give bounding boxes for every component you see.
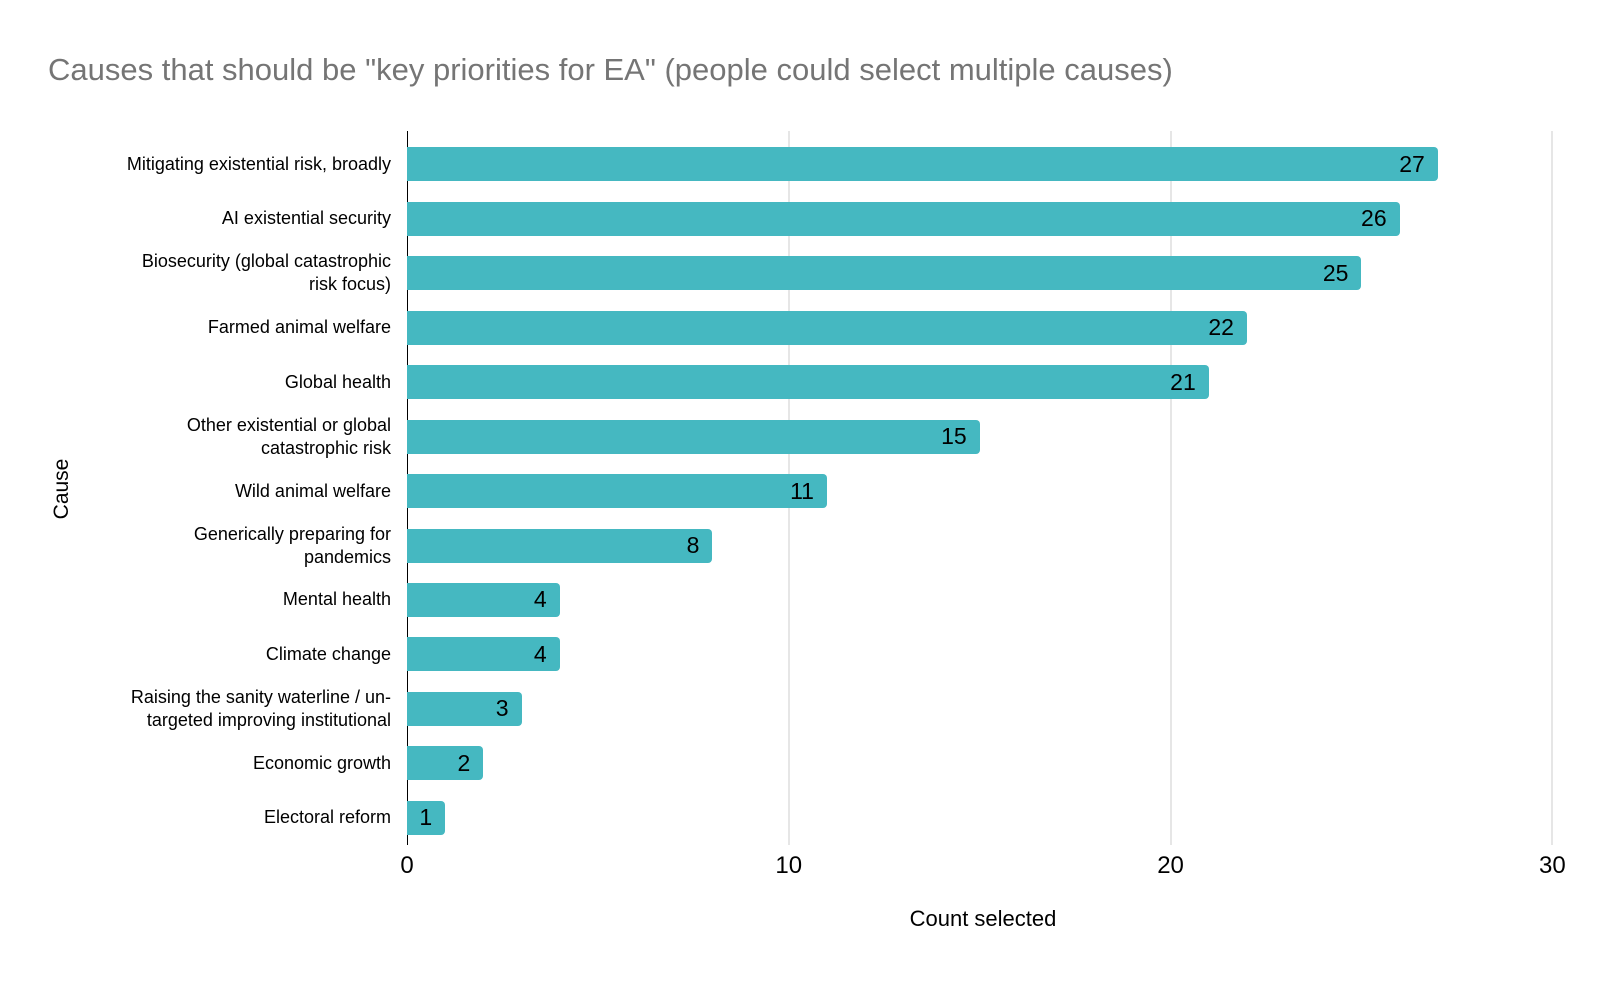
bar-row: 25 [407, 246, 1560, 300]
bar-value-label: 11 [790, 477, 814, 504]
bar-value-label: 21 [1170, 368, 1196, 395]
category-label-line: Global health [284, 371, 391, 392]
bar-row: 8 [407, 518, 1560, 572]
bar-row: 4 [407, 573, 1560, 627]
category-label: Economic growth [0, 736, 391, 790]
bar-value-label: 4 [533, 640, 547, 667]
category-label-line: catastrophic risk [260, 437, 391, 458]
category-label: Climate change [0, 627, 391, 681]
category-label-line: targeted improving institutional [146, 709, 391, 730]
bar: 8 [407, 528, 713, 563]
bar-row: 21 [407, 355, 1560, 409]
category-label-line: Economic growth [252, 752, 391, 773]
category-label-line: Electoral reform [263, 807, 391, 828]
category-label-line: Biosecurity (global catastrophic [141, 251, 391, 272]
category-label: Generically preparing for pandemics [0, 518, 391, 572]
category-label: Electoral reform [0, 791, 391, 845]
bar-row: 15 [407, 409, 1560, 463]
bar: 1 [407, 800, 446, 835]
bar-row: 2 [407, 736, 1560, 790]
bar-row: 4 [407, 627, 1560, 681]
gridline-x-30 [1551, 131, 1553, 845]
bar-value-label: 27 [1399, 150, 1425, 177]
x-tick-label-20: 20 [1157, 852, 1184, 879]
bar-value-label: 1 [419, 804, 433, 831]
bar-row: 11 [407, 464, 1560, 518]
category-label: Other existential or global catastrophic … [0, 409, 391, 463]
bar-row: 26 [407, 191, 1560, 245]
bar-value-label: 26 [1361, 205, 1387, 232]
gridline-x-20 [1170, 131, 1172, 845]
category-label-line: Raising the sanity waterline / un- [130, 686, 391, 707]
category-label: AI existential security [0, 191, 391, 245]
category-label: Biosecurity (global catastrophic risk foc… [0, 246, 391, 300]
plot-area: 27 26 25 22 21 15 11 8 4 4 3 2 1 [407, 131, 1560, 845]
category-label-line: Other existential or global [186, 414, 391, 435]
category-label: Mental health [0, 573, 391, 627]
bar-row: 3 [407, 682, 1560, 736]
bar: 21 [407, 365, 1209, 400]
category-label: Raising the sanity waterline / un-target… [0, 682, 391, 736]
bar-row: 22 [407, 300, 1560, 354]
x-axis-title: Count selected [909, 906, 1057, 931]
category-label: Farmed animal welfare [0, 300, 391, 354]
category-label-line: AI existential security [221, 208, 391, 229]
category-label: Global health [0, 355, 391, 409]
bar-value-label: 8 [686, 532, 700, 559]
category-label-line: Mitigating existential risk, broadly [126, 153, 391, 174]
bar-value-label: 22 [1208, 314, 1234, 341]
x-axis-ticks: 0 10 20 30 [0, 852, 1600, 882]
bar-row: 27 [407, 137, 1560, 191]
x-tick-label-0: 0 [400, 852, 414, 879]
bar: 4 [407, 637, 560, 672]
bar: 2 [407, 746, 484, 781]
bar: 25 [407, 256, 1362, 291]
bar-row: 1 [407, 791, 1560, 845]
bar: 27 [407, 147, 1438, 182]
category-label: Wild animal welfare [0, 464, 391, 518]
category-label-line: risk focus) [308, 274, 391, 295]
category-labels-column: Mitigating existential risk, broadly AI e… [0, 137, 391, 845]
category-label-line: Generically preparing for [193, 523, 391, 544]
category-label-line: Mental health [282, 589, 391, 610]
x-tick-label-30: 30 [1539, 852, 1566, 879]
bar-value-label: 2 [457, 749, 471, 776]
category-label-line: Climate change [265, 643, 391, 664]
bar-value-label: 25 [1322, 259, 1349, 286]
bar: 11 [407, 474, 827, 509]
bar: 26 [407, 201, 1400, 236]
bar: 4 [407, 582, 560, 617]
chart-title: Causes that should be "key priorities fo… [48, 52, 1173, 87]
category-label-line: Farmed animal welfare [207, 317, 391, 338]
bar: 3 [407, 691, 522, 726]
bar: 15 [407, 419, 980, 454]
category-label-line: pandemics [303, 546, 391, 567]
bar-value-label: 3 [495, 695, 509, 722]
bar-value-label: 4 [533, 586, 547, 613]
bar-rows: 27 26 25 22 21 15 11 8 4 4 3 2 1 [407, 137, 1560, 845]
bar-value-label: 15 [941, 423, 967, 450]
category-label-line: Wild animal welfare [234, 480, 391, 501]
category-label: Mitigating existential risk, broadly [0, 137, 391, 191]
bar: 22 [407, 310, 1247, 345]
x-tick-label-10: 10 [775, 852, 803, 879]
